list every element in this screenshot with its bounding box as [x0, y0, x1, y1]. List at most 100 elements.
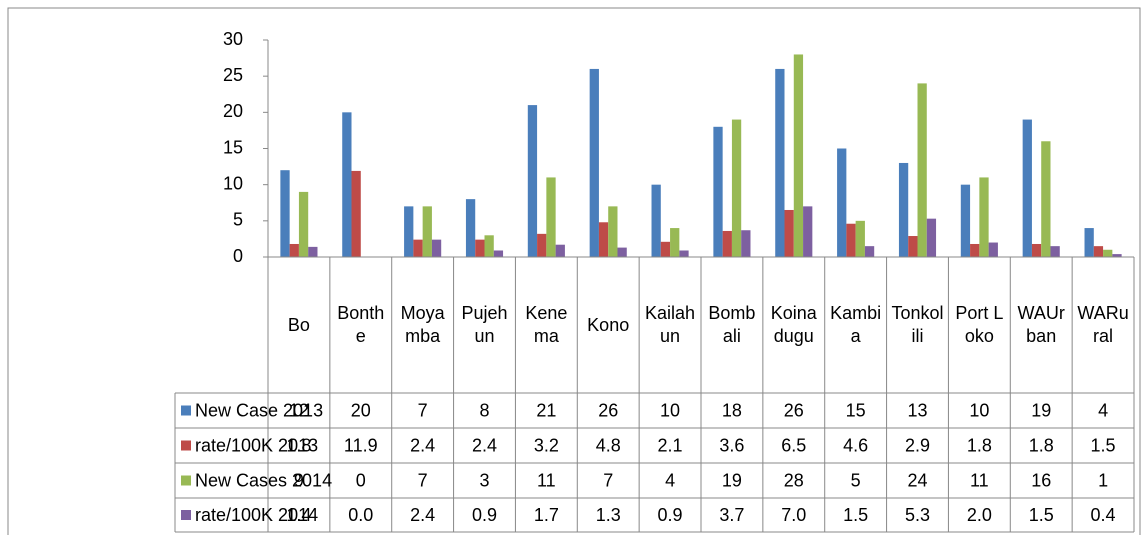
- table-value: 13: [907, 400, 927, 420]
- table-value: 5.3: [905, 505, 930, 525]
- table-value: 1.5: [1091, 435, 1116, 455]
- table-value: 19: [1031, 400, 1051, 420]
- table-value: 26: [784, 400, 804, 420]
- bar: [589, 68, 599, 257]
- table-value: 4.6: [843, 435, 868, 455]
- bar: [979, 177, 989, 257]
- x-tick-label: Koinadugu: [770, 303, 817, 346]
- table-value: 2.1: [658, 435, 683, 455]
- bar: [475, 239, 485, 257]
- category-cell: Kono: [587, 315, 629, 335]
- table-value: 1.7: [534, 505, 559, 525]
- legend-swatch: [181, 405, 191, 416]
- bar: [803, 206, 813, 257]
- table-value: 0.0: [348, 505, 373, 525]
- bar: [660, 241, 671, 257]
- bar: [1084, 228, 1094, 257]
- category-cell: Tonkolili: [891, 303, 943, 346]
- bar: [960, 184, 971, 257]
- bar: [1103, 249, 1113, 257]
- bar: [988, 242, 998, 257]
- y-tick-label: 0: [233, 246, 243, 266]
- table-value: 2.0: [967, 505, 992, 525]
- x-tick-label: WAUrban: [1017, 303, 1065, 346]
- category-cell: WARural: [1077, 303, 1128, 346]
- legend-swatch: [181, 510, 191, 520]
- table-value: 26: [598, 400, 618, 420]
- bar: [741, 230, 751, 257]
- bar: [917, 83, 927, 258]
- table-value: 2.4: [472, 435, 497, 455]
- table-value: 3.2: [534, 435, 559, 455]
- bar: [289, 243, 299, 257]
- bar: [1112, 254, 1122, 257]
- bar: [342, 112, 352, 257]
- chart-frame: [7, 7, 1141, 535]
- table-value: 6.5: [781, 435, 806, 455]
- category-cell: Kailahun: [645, 303, 695, 346]
- category-cell: Bonthe: [337, 303, 384, 346]
- table-value: 7: [418, 400, 428, 420]
- table-value: 3.7: [719, 505, 744, 525]
- table-value: 0: [356, 470, 366, 490]
- bar: [280, 170, 290, 257]
- bar: [1050, 246, 1060, 257]
- x-tick-label: Kambia: [830, 303, 882, 346]
- bar: [404, 206, 414, 257]
- bar: [413, 239, 423, 257]
- bar: [651, 184, 661, 257]
- table-value: 1.5: [1029, 505, 1054, 525]
- bar: [926, 218, 937, 257]
- table-value: 0.4: [1091, 505, 1116, 525]
- table-value: 1: [1098, 470, 1108, 490]
- table-value: 1.5: [843, 505, 868, 525]
- table-value: 15: [846, 400, 866, 420]
- bar: [617, 247, 627, 257]
- legend-label: rate/100K 2014: [195, 505, 318, 525]
- table-value: 4.8: [596, 435, 621, 455]
- table-value: 1.3: [596, 505, 621, 525]
- table-value: 7.0: [781, 505, 806, 525]
- category-cell: Kenema: [525, 303, 568, 346]
- bar: [898, 162, 909, 257]
- bar: [608, 206, 618, 257]
- category-cell: Kambia: [830, 303, 882, 346]
- y-tick-label: 10: [223, 173, 243, 193]
- bar: [679, 250, 689, 257]
- category-cell: WAUrban: [1017, 303, 1065, 346]
- bar: [431, 239, 442, 257]
- y-tick-label: 5: [233, 210, 243, 230]
- x-tick-label: Bo: [287, 314, 310, 335]
- bar: [465, 199, 476, 257]
- bar: [846, 223, 856, 257]
- x-tick-label: Kenema: [525, 303, 568, 346]
- legend-label: New Cases 2014: [195, 470, 332, 490]
- bar: [722, 230, 732, 257]
- table-value: 0.9: [472, 505, 497, 525]
- table-value: 3: [479, 470, 489, 490]
- bar: [784, 209, 794, 257]
- table-value: 2.9: [905, 435, 930, 455]
- legend-swatch: [181, 475, 191, 486]
- table-value: 0.9: [658, 505, 683, 525]
- table-value: 4: [1098, 400, 1108, 420]
- legend-swatch: [181, 440, 191, 451]
- bar: [537, 233, 547, 257]
- category-cell: Pujehun: [461, 303, 507, 346]
- bar: [484, 235, 494, 257]
- y-tick-label: 25: [223, 65, 243, 85]
- table-value: 11.9: [344, 435, 378, 455]
- legend-label: rate/100K 2013: [195, 435, 318, 455]
- bar: [1093, 246, 1104, 257]
- table-value: 28: [784, 470, 804, 490]
- bar: [493, 250, 504, 257]
- bar: [1022, 119, 1032, 257]
- category-cell: Koinadugu: [770, 303, 817, 346]
- x-tick-label: Port Loko: [955, 303, 1004, 346]
- table-value: 19: [722, 470, 742, 490]
- table-value: 7: [603, 470, 613, 490]
- table-value: 9: [294, 470, 304, 490]
- table-value: 11: [970, 470, 989, 490]
- bar: [864, 246, 875, 257]
